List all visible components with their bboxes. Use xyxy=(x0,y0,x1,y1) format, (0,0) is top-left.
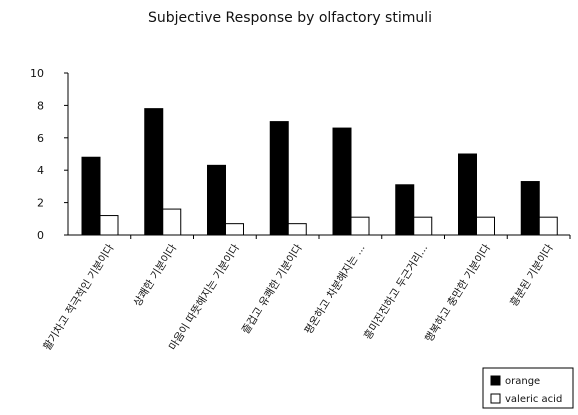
bar-valeric-acid xyxy=(476,216,495,236)
bar-valeric-acid xyxy=(162,208,182,236)
y-axis: 0 2 4 6 8 10 xyxy=(30,67,69,242)
bar-valeric-acid xyxy=(287,223,307,236)
y-tick-label: 10 xyxy=(30,67,44,80)
bar-valeric-acid xyxy=(413,216,433,236)
bar-orange xyxy=(332,127,352,236)
bar-valeric-acid xyxy=(350,216,370,236)
x-tick-label: 흥분된 기분이다 xyxy=(507,241,556,308)
legend-swatch xyxy=(490,375,501,386)
bar-valeric-acid xyxy=(225,223,244,236)
bar-orange xyxy=(458,153,477,236)
legend-label: valeric acid xyxy=(505,394,562,405)
x-axis xyxy=(68,234,571,239)
bar-orange xyxy=(81,156,101,236)
bar-orange xyxy=(207,164,226,236)
bar-orange xyxy=(144,108,164,236)
legend-label: orange xyxy=(505,376,540,387)
x-tick-label: 즐겁고 유쾌한 기분이다 xyxy=(240,242,305,336)
bar-valeric-acid xyxy=(538,216,558,236)
bars xyxy=(81,108,558,236)
legend-swatch xyxy=(490,393,501,404)
x-tick-label: 마음이 따뜻해지는 기분이다 xyxy=(166,241,242,352)
bar-orange xyxy=(269,121,289,236)
y-tick-label: 2 xyxy=(37,197,44,210)
y-tick-label: 8 xyxy=(37,99,44,112)
chart-title: Subjective Response by olfactory stimuli xyxy=(148,10,432,26)
bar-valeric-acid xyxy=(99,215,119,236)
x-tick-label: 상쾌한 기분이다 xyxy=(132,242,180,309)
y-tick-label: 4 xyxy=(37,164,44,177)
legend: orange valeric acid xyxy=(482,367,574,409)
bar-orange xyxy=(395,184,415,236)
bar-orange xyxy=(520,181,540,236)
x-tick-label: 활기차고 적극적인 기분이다 xyxy=(41,241,117,352)
y-tick-label: 0 xyxy=(37,229,44,242)
x-tick-label: 행복하고 충만한 기분이다 xyxy=(422,241,493,344)
x-tick-label: 평온하고 차분해지는 ... xyxy=(302,242,368,337)
y-tick-label: 6 xyxy=(37,132,44,145)
x-tick-label: 흥미진진하고 두근거리... xyxy=(361,242,430,342)
